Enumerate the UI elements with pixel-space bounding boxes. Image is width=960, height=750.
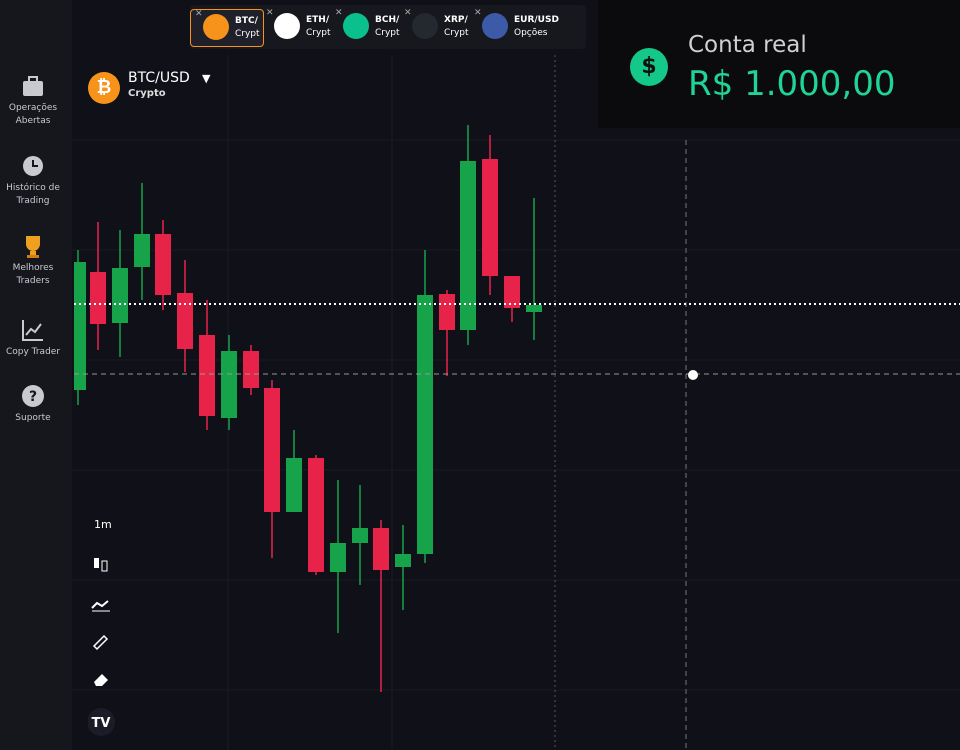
tab-name: BCH/ bbox=[375, 15, 400, 25]
candle-body bbox=[155, 234, 171, 295]
timeframe[interactable]: 1m bbox=[94, 518, 112, 531]
candle-body bbox=[504, 276, 520, 308]
tab[interactable]: ✕ XRP/Crypt bbox=[404, 8, 469, 39]
tab-sub: Crypt bbox=[306, 28, 331, 38]
asset-sub: Crypto bbox=[128, 88, 166, 99]
candle-body bbox=[112, 268, 128, 323]
candle-body bbox=[417, 295, 433, 554]
candle-body bbox=[482, 159, 498, 276]
candle-body bbox=[243, 351, 259, 388]
tab[interactable]: ✕ BCH/Crypt bbox=[335, 8, 400, 39]
svg-text:TV: TV bbox=[92, 716, 111, 731]
tab-sub: Opções bbox=[514, 28, 548, 38]
svg-text:?: ? bbox=[29, 389, 37, 405]
nav-item[interactable]: Operações Abertas bbox=[0, 74, 66, 128]
candle-body bbox=[134, 234, 150, 267]
nav-label: Operações Abertas bbox=[8, 103, 58, 126]
candle-body bbox=[460, 161, 476, 330]
sidebar: Operações Abertas Histórico de Trading M… bbox=[0, 0, 72, 750]
candle-body bbox=[395, 554, 411, 567]
candle-body bbox=[526, 305, 542, 312]
nav-item[interactable]: ? Suporte bbox=[0, 384, 66, 425]
asset-tabs: ✕ BTC/Crypt ✕ ETH/Crypt ✕ BCH/Crypt ✕ XRP/Cr… bbox=[190, 5, 586, 49]
candle-body bbox=[373, 528, 389, 570]
candle-body bbox=[177, 293, 193, 349]
candle-body bbox=[286, 458, 302, 512]
candle-body bbox=[221, 351, 237, 418]
nav-item[interactable]: Melhores Traders bbox=[0, 234, 66, 288]
candle-body bbox=[352, 528, 368, 543]
asset-name: BTC/USD bbox=[128, 70, 190, 86]
nav-label: Copy Trader bbox=[5, 347, 61, 357]
candle-body bbox=[330, 543, 346, 572]
tab[interactable]: ✕ BTC/Crypt bbox=[190, 9, 264, 47]
toolbar: TV bbox=[88, 558, 115, 736]
tab-sub: Crypt bbox=[444, 28, 469, 38]
nav-item[interactable]: Histórico de Trading bbox=[0, 154, 66, 208]
tab[interactable]: ✕ ETH/Crypt bbox=[266, 8, 331, 39]
tab-name: XRP/ bbox=[444, 15, 468, 25]
account-balance: R$ 1.000,00 bbox=[688, 64, 896, 104]
nav-label: Melhores Traders bbox=[12, 263, 54, 286]
candle-body bbox=[90, 272, 106, 324]
candle-body bbox=[264, 388, 280, 512]
candle-body bbox=[308, 458, 324, 572]
account-panel: $ Conta real R$ 1.000,00 bbox=[598, 0, 960, 128]
tab-sub: Crypt bbox=[235, 29, 260, 39]
cursor bbox=[688, 370, 698, 380]
nav-label: Suporte bbox=[15, 413, 51, 423]
tab-name: BTC/ bbox=[235, 16, 258, 26]
candle-body bbox=[199, 335, 215, 416]
tab-sub: Crypt bbox=[375, 28, 400, 38]
tab[interactable]: ✕ EUR/USD Opções bbox=[474, 8, 559, 39]
nav-item[interactable]: Copy Trader bbox=[0, 318, 66, 359]
tab-name: ETH/ bbox=[306, 15, 330, 25]
candle-body bbox=[74, 262, 86, 390]
nav-label: Histórico de Trading bbox=[6, 183, 60, 206]
tab-name: EUR/USD bbox=[514, 15, 559, 25]
candle-body bbox=[439, 294, 455, 330]
account-label: Conta real bbox=[688, 32, 807, 58]
